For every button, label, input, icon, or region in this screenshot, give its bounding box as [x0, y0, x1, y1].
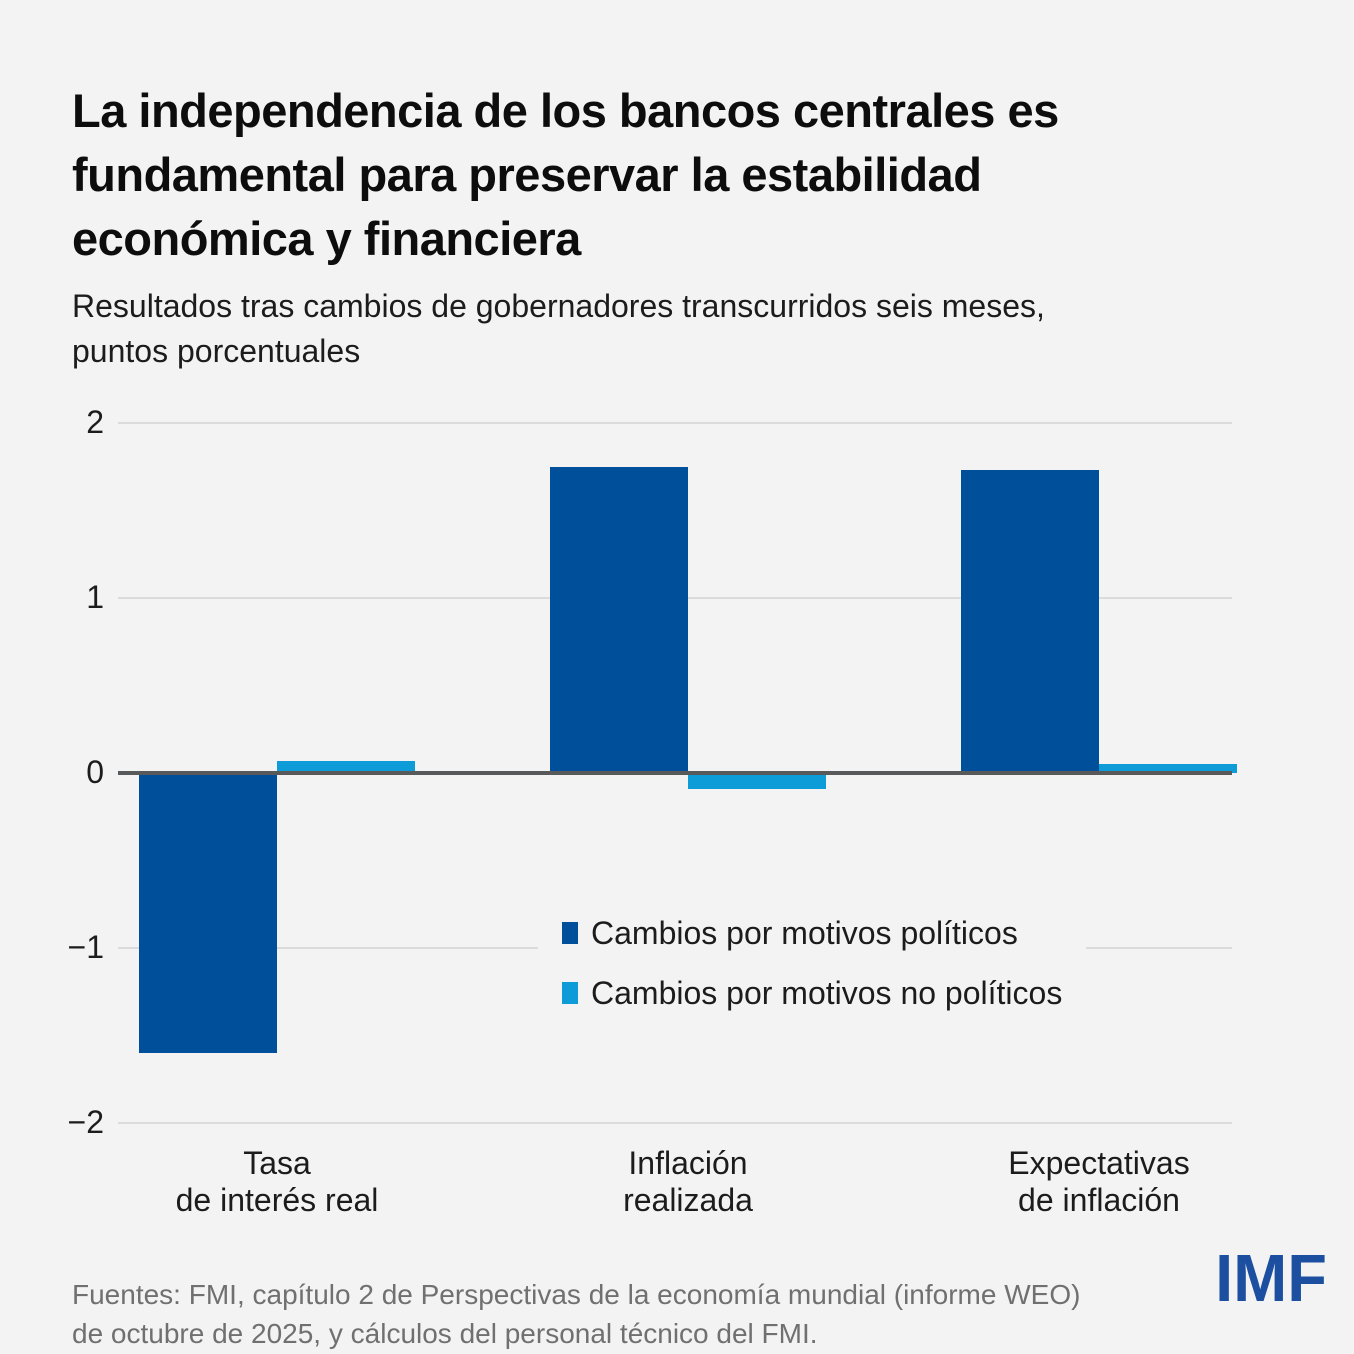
gridline-y--2 — [118, 1122, 1232, 1124]
x-category-label-0: Tasa de interés real — [175, 1145, 379, 1218]
x-category-label-1: Inflación realizada — [623, 1145, 753, 1218]
y-tick-label--1: −1 — [67, 929, 104, 965]
legend-item-1: Cambios por motivos no políticos — [562, 974, 1062, 1012]
legend-swatch-icon — [562, 922, 578, 944]
legend-label: Cambios por motivos políticos — [591, 915, 1018, 951]
y-tick-label--2: −2 — [67, 1104, 104, 1140]
chart-legend: Cambios por motivos políticos Cambios por… — [538, 908, 1087, 1018]
zero-axis-line — [118, 771, 1232, 775]
bar-series1-group2 — [1099, 764, 1237, 773]
legend-swatch-icon — [562, 982, 578, 1004]
y-axis: 2 1 0 −1 −2 — [0, 404, 104, 1140]
bar-series0-group2 — [961, 470, 1099, 773]
source-note: Fuentes: FMI, capítulo 2 de Perspectivas… — [72, 1279, 1081, 1349]
x-category-label-2: Expectativas de inflación — [1008, 1145, 1190, 1218]
imf-logo: IMF — [1215, 1241, 1327, 1316]
x-axis-category-labels: Tasa de interés real Inflación realizada E… — [0, 1145, 1354, 1225]
y-tick-label-2: 2 — [86, 404, 104, 440]
bar-series0-group1 — [550, 467, 688, 773]
gridline-y-2 — [118, 422, 1232, 424]
y-tick-label-0: 0 — [86, 754, 104, 790]
legend-item-0: Cambios por motivos políticos — [562, 914, 1062, 952]
bar-series0-group0 — [139, 773, 277, 1053]
bar-series1-group1 — [688, 773, 826, 789]
chart-title: La independencia de los bancos centrales… — [72, 84, 1059, 266]
bar-series1-group0 — [277, 761, 415, 773]
chart-subtitle: Resultados tras cambios de gobernadores … — [72, 288, 1045, 369]
y-tick-label-1: 1 — [86, 579, 104, 615]
legend-label: Cambios por motivos no políticos — [591, 975, 1063, 1011]
bar-chart-plot-area — [118, 422, 1237, 1124]
